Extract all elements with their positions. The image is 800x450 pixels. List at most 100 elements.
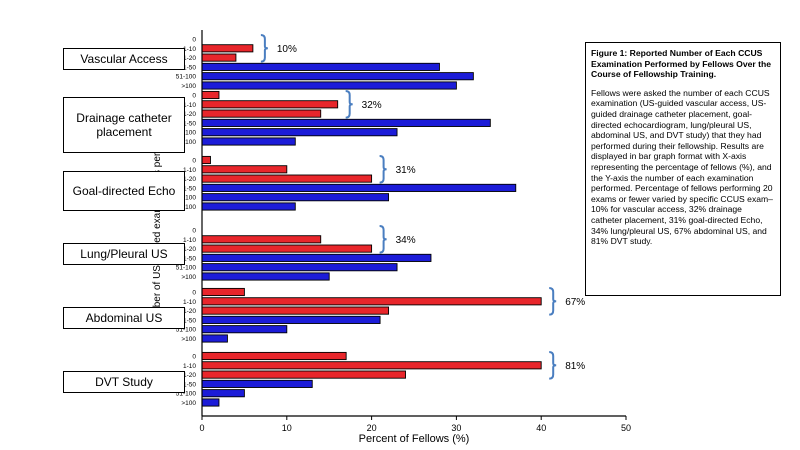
x-tick-labels: 0 10 20 30 40 50	[199, 416, 631, 433]
pct-le20-label: 32%	[362, 100, 382, 111]
bar-3-2	[201, 244, 373, 253]
bar-3-5	[201, 272, 330, 281]
y-tick-label: 51-100	[176, 195, 197, 202]
bar-3-3	[201, 253, 432, 262]
bar-5-5	[201, 398, 220, 407]
y-tick-label: 0	[192, 354, 196, 361]
bar-2-5	[201, 202, 296, 211]
y-tick-label: 0	[192, 228, 196, 235]
x-tick-label: 30	[451, 423, 461, 433]
y-tick-label: 21-50	[179, 317, 196, 324]
caption-title: Figure 1: Reported Number of Each CCUS E…	[591, 48, 772, 80]
y-tick-label: 1-10	[183, 363, 196, 370]
y-tick-label: 11-20	[180, 372, 197, 379]
bar-0-4	[201, 72, 474, 81]
group-label-box: Abdominal US	[63, 307, 185, 329]
bar-4-3	[201, 315, 381, 324]
group-label-box: DVT Study	[63, 371, 185, 393]
y-tick-label: >100	[181, 274, 196, 281]
y-tick-label: >100	[181, 139, 196, 146]
bar-2-4	[201, 193, 390, 202]
y-tick-label: 21-50	[179, 381, 196, 388]
group-label-box: Lung/Pleural US	[63, 243, 185, 265]
pct-le20-label: 31%	[396, 165, 416, 176]
bar-1-3	[201, 118, 491, 127]
y-tick-label: 51-100	[176, 265, 197, 272]
bar-2-2	[201, 174, 373, 183]
bar-0-5	[201, 81, 457, 90]
bar-5-1	[201, 361, 542, 370]
y-tick-label: 21-50	[179, 64, 196, 71]
bar-1-2	[201, 109, 322, 118]
y-tick-label: 0	[192, 93, 196, 100]
x-tick-label: 10	[282, 423, 292, 433]
group-label-box: Drainage catheter placement	[63, 97, 185, 153]
bar-3-4	[201, 263, 398, 272]
y-tick-label: 51-100	[176, 327, 197, 334]
y-axis-title: Number of US-guided examinations perform…	[152, 122, 163, 329]
brace-3	[379, 225, 387, 254]
x-tick-label: 0	[199, 423, 204, 433]
y-tick-label: 0	[192, 37, 196, 44]
caption-body: Fellows were asked the number of each CC…	[591, 87, 773, 247]
y-tick-label: >100	[181, 83, 196, 90]
x-tick-label: 50	[621, 423, 631, 433]
bar-4-0	[201, 287, 245, 297]
bar-5-2	[201, 370, 406, 379]
brace-2	[379, 155, 387, 184]
group-label-box: Goal-directed Echo	[63, 171, 185, 211]
bar-4-1	[201, 297, 542, 306]
bar-1-0	[201, 90, 220, 100]
y-tick-label: 1-10	[183, 46, 196, 53]
bar-5-0	[201, 351, 347, 361]
bar-5-3	[201, 379, 313, 388]
y-tick-label: 1-10	[183, 299, 196, 306]
y-tick-label: 51-100	[176, 74, 197, 81]
bar-1-1	[201, 100, 339, 109]
y-tick-label: 0	[192, 158, 196, 165]
y-tick-label: >100	[181, 336, 196, 343]
bar-5-4	[201, 389, 245, 398]
bar-0-2	[201, 53, 237, 62]
y-tick-label: 1-10	[183, 167, 196, 174]
group-label-box: Vascular Access	[63, 48, 185, 70]
bar-4-5	[201, 334, 228, 343]
y-tick-label: 0	[192, 290, 196, 297]
y-tick-label: 21-50	[179, 255, 196, 262]
x-tick-label: 40	[536, 423, 546, 433]
bar-4-4	[201, 325, 288, 334]
brace-0	[260, 34, 268, 63]
bar-4-2	[201, 306, 390, 315]
y-tick-label: 21-50	[179, 120, 196, 127]
bar-1-5	[201, 137, 296, 146]
y-tick-label: 1-10	[183, 237, 196, 244]
pct-le20-label: 10%	[277, 44, 297, 55]
pct-le20-label: 81%	[565, 361, 585, 372]
x-axis-title: Percent of Fellows (%)	[359, 433, 470, 445]
bar-0-3	[201, 62, 440, 71]
pct-le20-label: 67%	[565, 297, 585, 308]
y-tick-label: 11-20	[180, 308, 197, 315]
y-tick-label: 21-50	[179, 185, 196, 192]
bar-0-1	[201, 44, 254, 53]
y-tick-label: 11-20	[180, 246, 197, 253]
y-tick-labels: 0 1-10 11-20 21-50 51-100 >100 0 1-10 11-20 21-50…	[176, 37, 197, 408]
y-tick-label: >100	[181, 204, 196, 211]
bar-2-3	[201, 183, 517, 192]
y-tick-label: 1-10	[183, 102, 196, 109]
bar-1-4	[201, 128, 398, 137]
brace-4	[549, 287, 557, 316]
y-tick-label: 11-20	[180, 176, 197, 183]
pct-le20-label: 34%	[396, 235, 416, 246]
brace-5	[549, 351, 557, 380]
bar-3-1	[201, 235, 322, 244]
brace-1	[345, 90, 353, 119]
y-tick-label: 11-20	[180, 111, 197, 118]
figure-caption: Figure 1: Reported Number of Each CCUS E…	[585, 42, 781, 296]
braces-layer: 10% 32% 31% 34% 67% 81%	[260, 34, 585, 380]
y-tick-label: 51-100	[176, 391, 197, 398]
bar-2-0	[201, 155, 211, 165]
y-tick-label: 51-100	[176, 130, 197, 137]
bar-2-1	[201, 165, 288, 174]
x-tick-label: 20	[367, 423, 377, 433]
